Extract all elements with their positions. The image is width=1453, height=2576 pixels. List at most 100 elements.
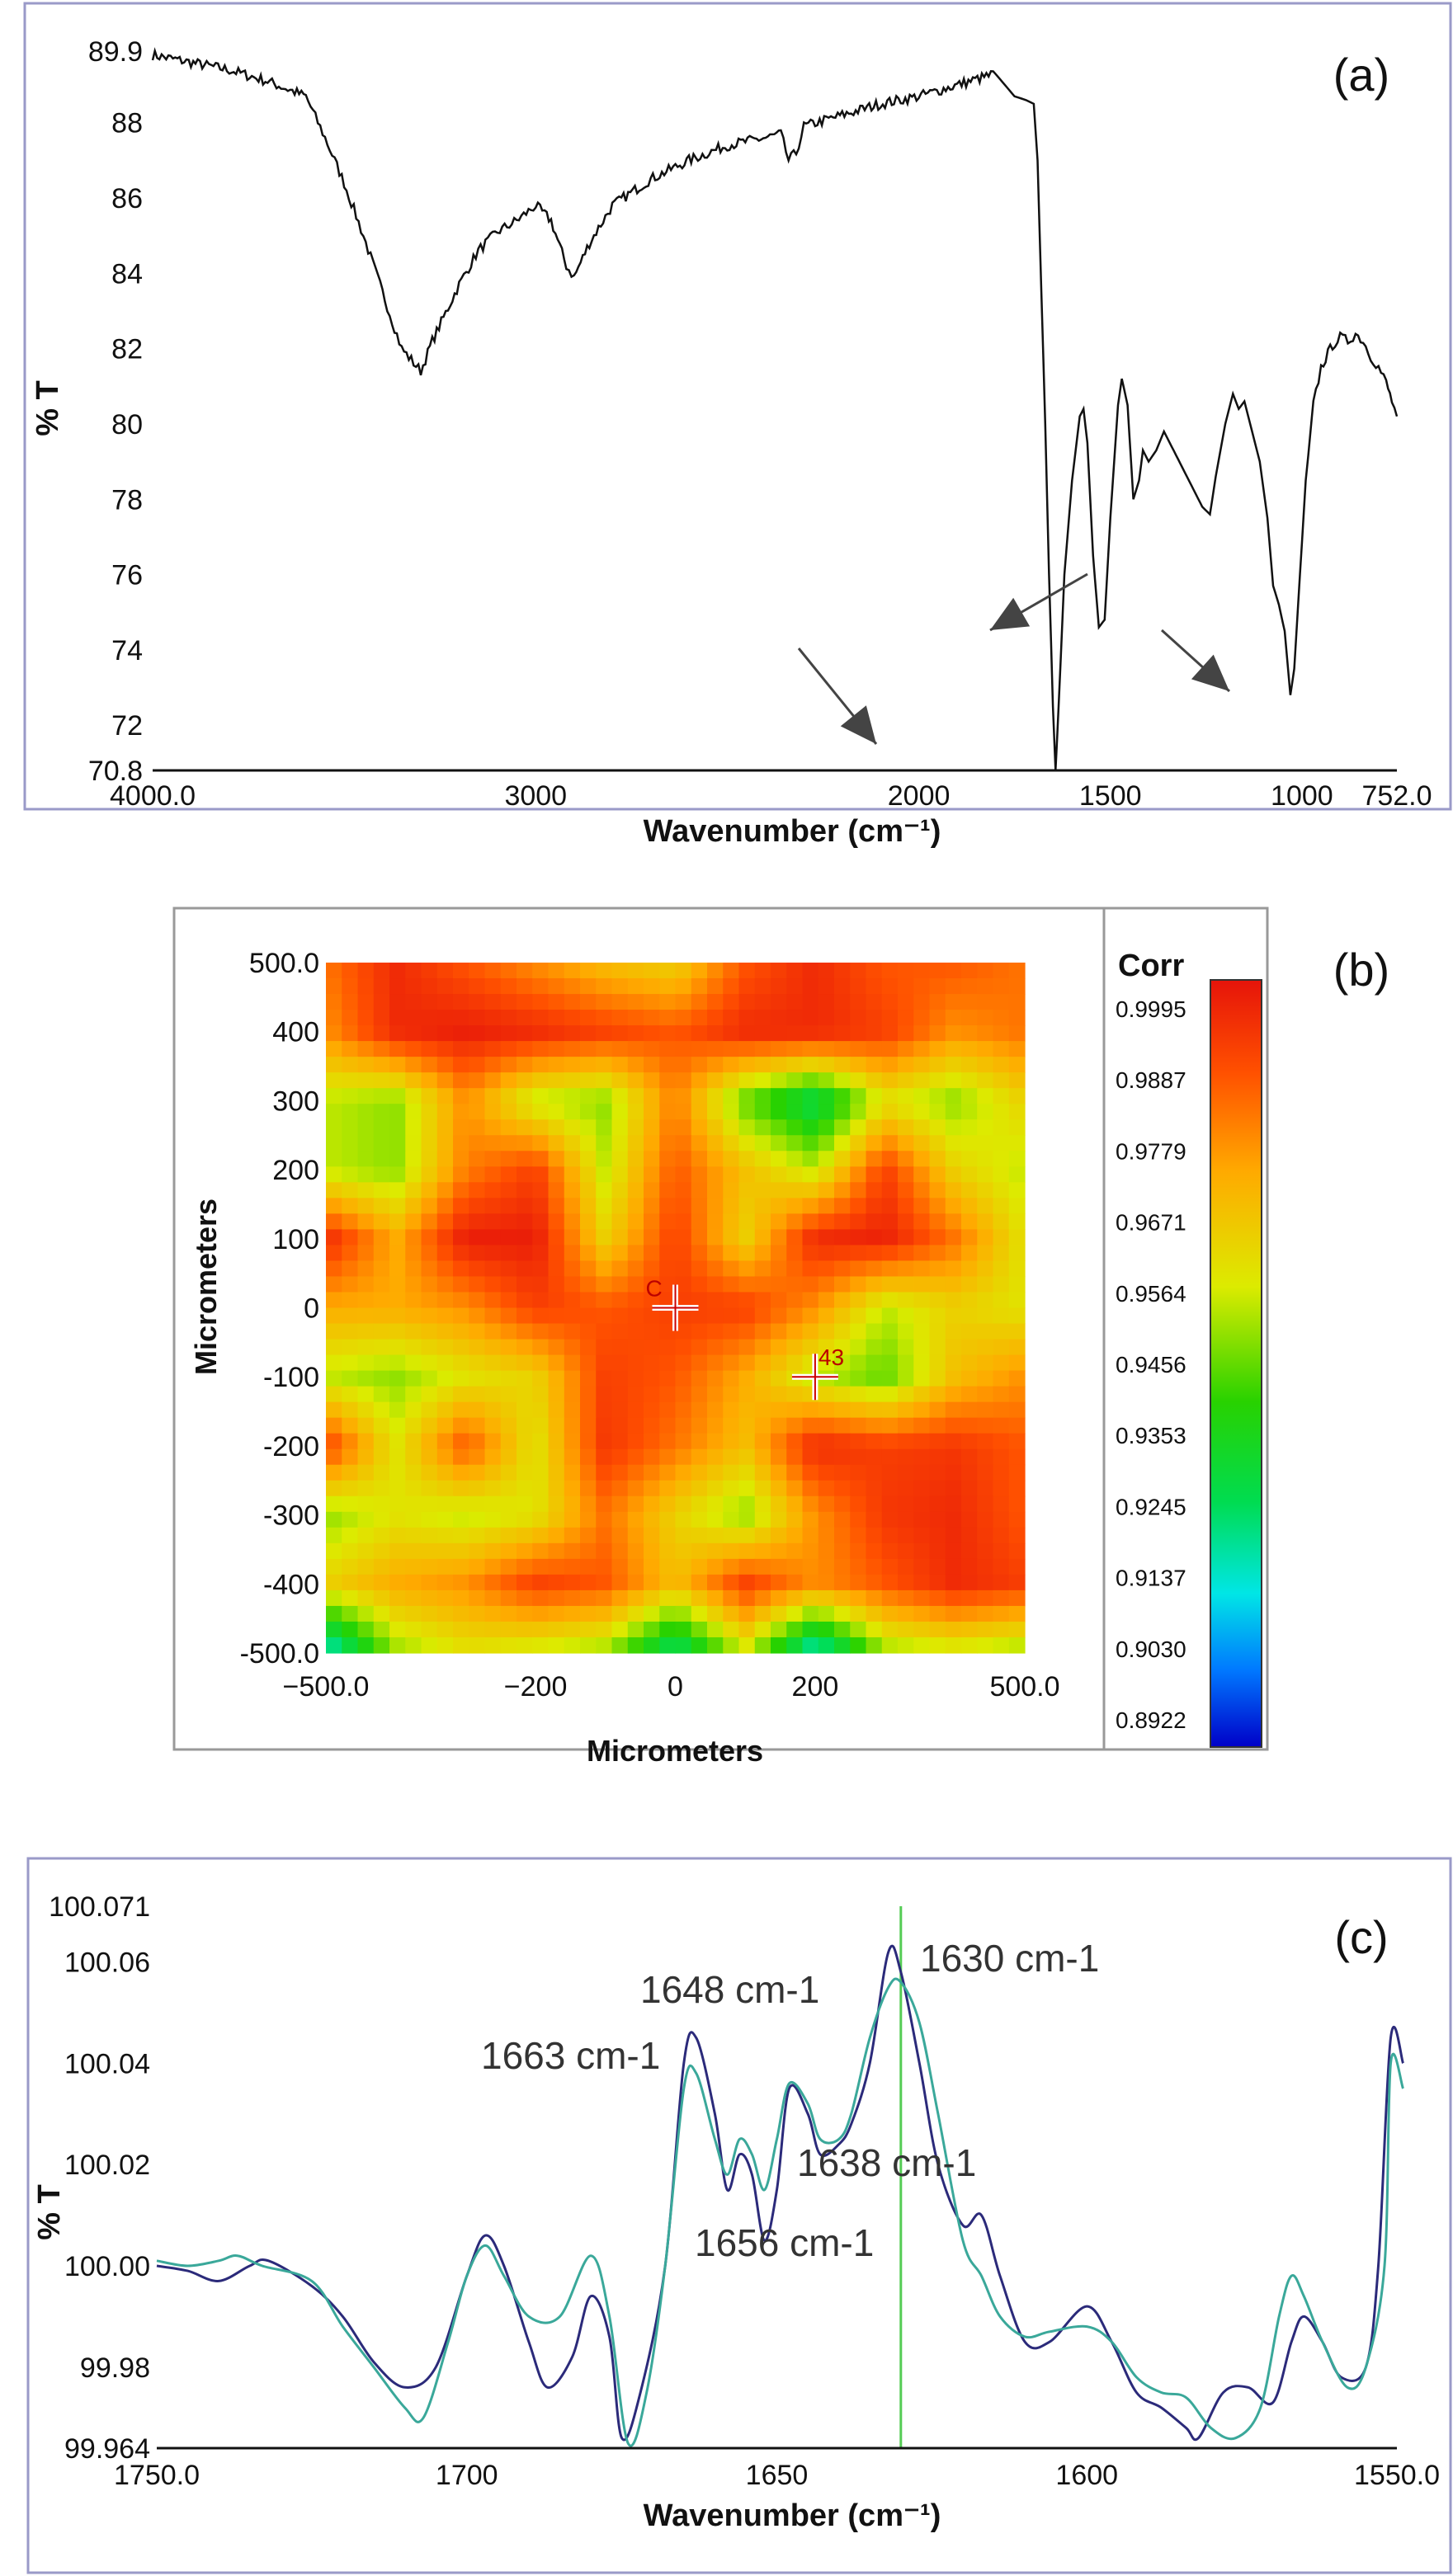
heatmap-cell <box>373 1354 390 1372</box>
heatmap-cell <box>786 1464 804 1481</box>
heatmap-cell <box>754 1589 771 1607</box>
heatmap-cell <box>929 978 946 995</box>
heatmap-cell <box>707 1605 724 1622</box>
heatmap-cell <box>484 1433 502 1450</box>
heatmap-cell <box>850 1480 867 1497</box>
heatmap-cell <box>818 1417 835 1434</box>
heatmap-cell <box>707 994 724 1010</box>
heatmap-cell <box>993 1605 1010 1622</box>
panel-b-y-tick-label: 500.0 <box>249 948 319 979</box>
heatmap-cell <box>929 1323 946 1340</box>
heatmap-cell <box>580 1213 597 1230</box>
panel-a-y-tick-label: 70.8 <box>88 756 143 787</box>
heatmap-cell <box>898 1010 914 1026</box>
heatmap-cell <box>484 1574 502 1591</box>
heatmap-cell <box>707 1025 724 1042</box>
heatmap-cell <box>373 1276 390 1293</box>
heatmap-cell <box>913 1527 931 1544</box>
heatmap-cell <box>469 1057 486 1073</box>
heatmap-cell <box>532 1307 550 1325</box>
heatmap-cell <box>564 1010 581 1026</box>
heatmap-cell <box>500 1433 517 1450</box>
heatmap-cell <box>389 1354 406 1372</box>
heatmap-cell <box>421 1558 438 1575</box>
heatmap-cell <box>802 1323 819 1340</box>
heatmap-cell <box>675 1621 692 1638</box>
heatmap-cell <box>850 1589 867 1607</box>
panel-a-x-tick-label: 1000 <box>1271 780 1333 812</box>
heatmap-cell <box>548 1292 565 1309</box>
heatmap-cell <box>1008 1605 1026 1622</box>
heatmap-cell <box>580 1135 597 1151</box>
heatmap-cell <box>691 1448 708 1466</box>
heatmap-cell <box>850 1307 867 1325</box>
heatmap-cell <box>723 1636 740 1654</box>
heatmap-cell <box>961 1213 978 1230</box>
heatmap-cell <box>786 994 804 1010</box>
heatmap-cell <box>517 1605 533 1622</box>
heatmap-cell <box>500 1119 517 1136</box>
heatmap-cell <box>596 1010 613 1026</box>
heatmap-cell <box>977 1386 994 1403</box>
heatmap-cell <box>881 1401 899 1419</box>
heatmap-cell <box>802 1245 819 1262</box>
heatmap-cell <box>738 978 756 995</box>
heatmap-cell <box>453 1370 469 1387</box>
heatmap-cell <box>834 1041 851 1057</box>
heatmap-cell <box>357 1307 375 1325</box>
heatmap-cell <box>786 1198 804 1214</box>
heatmap-cell <box>834 1072 851 1089</box>
heatmap-cell <box>326 1292 342 1309</box>
heatmap-cell <box>564 994 581 1010</box>
heatmap-cell <box>675 1370 692 1387</box>
heatmap-cell <box>913 1511 931 1528</box>
heatmap-cell <box>834 1542 851 1560</box>
heatmap-cell <box>469 1041 486 1057</box>
heatmap-cell <box>357 1495 375 1513</box>
heatmap-cell <box>659 1480 677 1497</box>
heatmap-cell <box>405 1621 422 1638</box>
heatmap-cell <box>611 1511 629 1528</box>
heatmap-cell <box>500 1621 517 1638</box>
heatmap-cell <box>627 1605 644 1622</box>
heatmap-cell <box>596 1401 613 1419</box>
heatmap-cell <box>675 994 692 1010</box>
heatmap-cell <box>627 1213 644 1230</box>
heatmap-cell <box>453 1542 469 1560</box>
heatmap-cell <box>500 1511 517 1528</box>
heatmap-cell <box>548 1354 565 1372</box>
heatmap-cell <box>596 1464 613 1481</box>
heatmap-cell <box>881 1386 899 1403</box>
heatmap-cell <box>421 1339 438 1356</box>
heatmap-cell <box>548 1464 565 1481</box>
heatmap-cell <box>977 1323 994 1340</box>
heatmap-cell <box>834 1417 851 1434</box>
heatmap-cell <box>517 1527 533 1544</box>
heatmap-cell <box>738 1323 756 1340</box>
heatmap-cell <box>786 1151 804 1167</box>
heatmap-cell <box>738 1558 756 1575</box>
heatmap-cell <box>469 1589 486 1607</box>
heatmap-cell <box>611 1542 629 1560</box>
heatmap-cell <box>405 978 422 995</box>
heatmap-cell <box>659 1119 677 1136</box>
heatmap-cell <box>993 1621 1010 1638</box>
heatmap-cell <box>436 1448 454 1466</box>
heatmap-cell <box>453 1088 469 1104</box>
heatmap-cell <box>961 1354 978 1372</box>
heatmap-cell <box>548 1386 565 1403</box>
heatmap-cell <box>342 1010 359 1026</box>
heatmap-cell <box>453 1198 469 1214</box>
heatmap-cell <box>453 1589 469 1607</box>
heatmap-cell <box>421 1104 438 1120</box>
heatmap-cell <box>453 1057 469 1073</box>
heatmap-cell <box>929 1417 946 1434</box>
heatmap-cell <box>627 1558 644 1575</box>
heatmap-cell <box>469 1621 486 1638</box>
heatmap-cell <box>771 1480 787 1497</box>
heatmap-cell <box>929 1072 946 1089</box>
heatmap-cell <box>342 1401 359 1419</box>
heatmap-cell <box>850 1292 867 1309</box>
heatmap-cell <box>326 1339 342 1356</box>
